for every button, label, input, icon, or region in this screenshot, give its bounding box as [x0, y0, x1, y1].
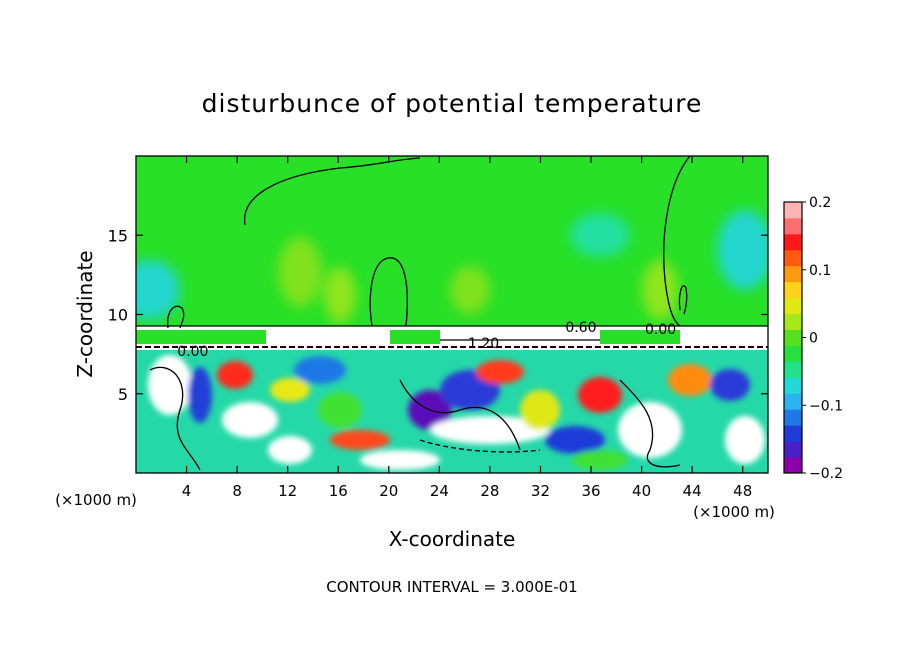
blob-red-4 [578, 377, 622, 413]
y-tick-label: 5 [118, 385, 128, 404]
colorbar-swatch [784, 393, 802, 410]
blob-white-7 [360, 450, 440, 470]
contour-label: 1.20 [468, 336, 499, 352]
x-tick-label: 4 [182, 482, 192, 500]
contour-label: 0.60 [565, 320, 596, 336]
x-tick-label: 44 [683, 482, 702, 500]
yellowgreen-patch-3 [450, 266, 490, 314]
blob-yellow-2 [520, 390, 560, 430]
contour-upper-left [244, 157, 421, 226]
inversion-green-left [136, 330, 266, 344]
blob-white-3 [268, 436, 312, 464]
x-tick-label: 48 [733, 482, 752, 500]
contour-bl-1 [149, 366, 201, 471]
cyan-patch-left [136, 260, 180, 320]
yellowgreen-patch-2 [324, 267, 356, 323]
blob-blue-5 [710, 369, 750, 401]
colorbar-swatch [784, 249, 802, 267]
contour-label: 0.00 [645, 322, 676, 338]
x-tick-label: 24 [430, 482, 449, 500]
colorbar-swatch [784, 313, 802, 331]
blob-red-2 [330, 430, 390, 450]
colorbar-swatch [784, 297, 802, 315]
colorbar-swatch [784, 202, 802, 219]
blob-white-4 [430, 416, 550, 444]
y-axis-label: Z-coordinate [73, 250, 97, 377]
colorbar-tick-label: 0 [809, 331, 818, 347]
x-tick-label: 32 [531, 482, 550, 500]
heatmap-field [136, 156, 768, 473]
colorbar-swatch [784, 329, 802, 346]
blob-white-2 [222, 402, 278, 438]
contour-interval-note: CONTOUR INTERVAL = 3.000E-01 [326, 578, 577, 596]
blob-white-1 [148, 355, 192, 415]
blob-blue-4 [545, 426, 605, 454]
contour-small-left [167, 305, 185, 329]
x-tick-label: 16 [329, 482, 348, 500]
colorbar-swatch [784, 217, 802, 235]
blob-red-3 [476, 360, 524, 384]
x-axis-ticks: 4 8 12 16 20 24 28 32 36 40 44 48 [182, 156, 752, 500]
contour-bl-3 [619, 379, 681, 468]
y-tick-label: 15 [108, 226, 128, 245]
colorbar-swatch [784, 441, 802, 458]
blob-yellow-1 [270, 378, 310, 402]
blob-white-5 [618, 402, 682, 458]
blob-white-6 [725, 416, 765, 464]
x-tick-label: 8 [232, 482, 242, 500]
contour-label: 0.00 [177, 344, 208, 360]
blob-orange-1 [668, 364, 712, 396]
contour-bl-2 [399, 379, 521, 451]
x-tick-label: 36 [581, 482, 600, 500]
inversion-green-mid [390, 330, 440, 344]
blob-blue-1 [188, 367, 212, 423]
colorbar-tick-label: 0.2 [809, 195, 831, 211]
x-axis-label: X-coordinate [389, 527, 516, 551]
colorbar-swatch [784, 409, 802, 426]
x-tick-label: 20 [379, 482, 398, 500]
x-tick-label: 28 [480, 482, 499, 500]
blob-blue-2 [294, 356, 346, 384]
colorbar-swatch [784, 233, 802, 251]
cyan-patch-right [717, 210, 768, 290]
y-axis-ticks: 5 10 15 [108, 226, 768, 404]
colorbar-swatch [784, 457, 802, 474]
yellowgreen-patch-4 [642, 260, 678, 320]
colorbar-tick-label: −0.1 [809, 398, 843, 414]
contour-labels: 0.00 1.20 0.60 0.00 [177, 320, 676, 360]
contour-loop-mid [369, 257, 408, 327]
x-tick-label: 40 [632, 482, 651, 500]
x-axis-unit-right: (×1000 m) [693, 503, 775, 521]
blob-green-1 [318, 392, 362, 428]
yellowgreen-patch-1 [278, 237, 322, 307]
chart-title: disturbunce of potential temperature [202, 89, 703, 118]
colorbar-swatch [784, 425, 802, 442]
colorbar-tick-label: 0.1 [809, 263, 831, 279]
colorbar-swatch [784, 377, 802, 394]
x-axis-unit-left: (×1000 m) [55, 491, 137, 509]
cyan-patch-mid [570, 213, 630, 257]
inversion-green-right [600, 330, 680, 344]
contour-lines [136, 156, 768, 471]
y-tick-label: 10 [108, 306, 128, 325]
colorbar-swatch [784, 265, 802, 283]
contour-small-right [678, 285, 688, 315]
blob-green-2 [572, 450, 628, 470]
blob-red-1 [217, 361, 253, 389]
contour-bl-4 [419, 439, 541, 453]
colorbar-swatch [784, 345, 802, 362]
colorbar-tick-label: −0.2 [809, 466, 843, 482]
colorbar-swatch [784, 361, 802, 378]
x-tick-label: 12 [278, 482, 297, 500]
contour-upper-right [663, 156, 691, 327]
colorbar-swatch [784, 281, 802, 299]
colorbar: 0.2 0.1 0 −0.1 −0.2 [783, 195, 843, 482]
